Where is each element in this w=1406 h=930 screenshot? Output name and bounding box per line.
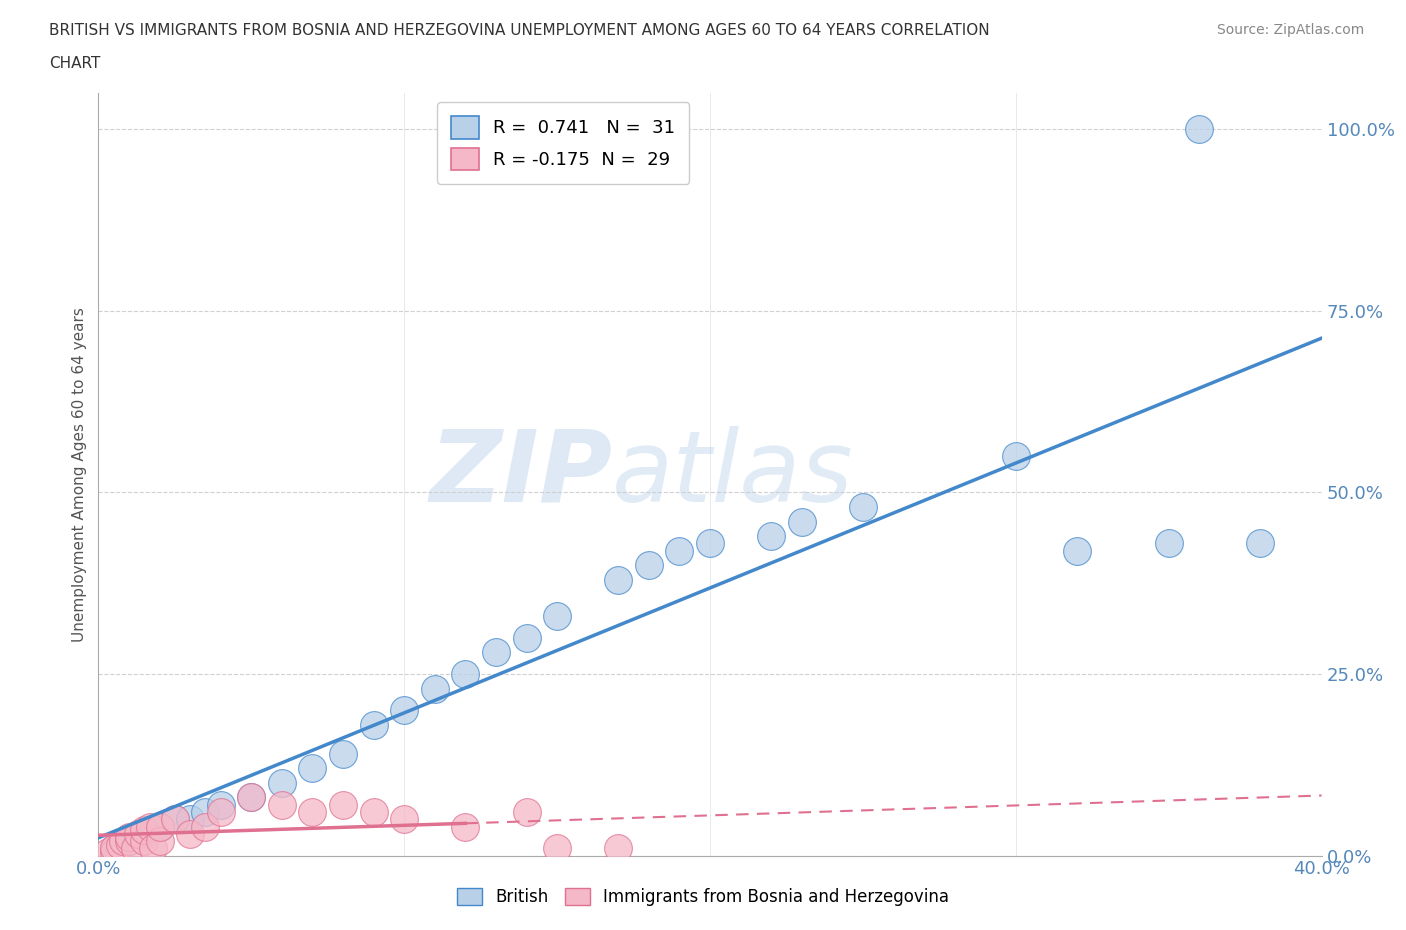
Point [240,790,263,805]
Point [668,543,690,558]
Point [546,841,568,856]
Legend: British, Immigrants from Bosnia and Herzegovina: British, Immigrants from Bosnia and Herz… [450,881,956,912]
Point [1004,448,1026,463]
Point [194,804,217,819]
Point [209,804,232,819]
Point [103,841,125,856]
Text: BRITISH VS IMMIGRANTS FROM BOSNIA AND HERZEGOVINA UNEMPLOYMENT AMONG AGES 60 TO : BRITISH VS IMMIGRANTS FROM BOSNIA AND HE… [49,23,990,38]
Point [103,844,125,859]
Point [1188,122,1211,137]
Text: atlas: atlas [612,426,853,523]
Point [240,790,263,805]
Point [149,819,172,834]
Point [637,558,661,573]
Point [118,833,141,848]
Point [1157,536,1180,551]
Point [134,833,156,848]
Point [423,681,446,696]
Text: CHART: CHART [49,56,101,71]
Point [124,841,146,856]
Point [97,844,120,859]
Point [108,837,131,852]
Point [149,833,172,848]
Point [699,536,721,551]
Point [485,644,508,659]
Point [149,819,172,834]
Point [607,572,630,587]
Point [454,819,477,834]
Point [134,823,156,838]
Point [852,499,875,514]
Point [179,812,201,827]
Point [392,812,416,827]
Point [301,804,323,819]
Point [118,833,141,848]
Point [454,667,477,682]
Point [516,631,538,645]
Point [301,761,323,776]
Point [111,833,134,848]
Y-axis label: Unemployment Among Ages 60 to 64 years: Unemployment Among Ages 60 to 64 years [72,307,87,642]
Point [332,797,354,812]
Point [790,514,813,529]
Point [546,608,568,623]
Point [139,819,162,834]
Point [163,812,186,827]
Point [363,804,385,819]
Point [332,747,354,762]
Point [516,804,538,819]
Point [392,703,416,718]
Point [103,841,125,856]
Point [194,819,217,834]
Text: Source: ZipAtlas.com: Source: ZipAtlas.com [1216,23,1364,37]
Point [127,827,149,842]
Point [363,717,385,732]
Point [270,776,292,790]
Point [118,830,141,844]
Point [134,827,156,842]
Point [163,812,186,827]
Point [179,827,201,842]
Point [209,797,232,812]
Text: ZIP: ZIP [429,426,612,523]
Point [142,841,165,856]
Legend: R =  0.741   N =  31, R = -0.175  N =  29: R = 0.741 N = 31, R = -0.175 N = 29 [437,102,689,184]
Point [759,528,782,543]
Point [1249,536,1271,551]
Point [1066,543,1088,558]
Point [270,797,292,812]
Point [607,841,630,856]
